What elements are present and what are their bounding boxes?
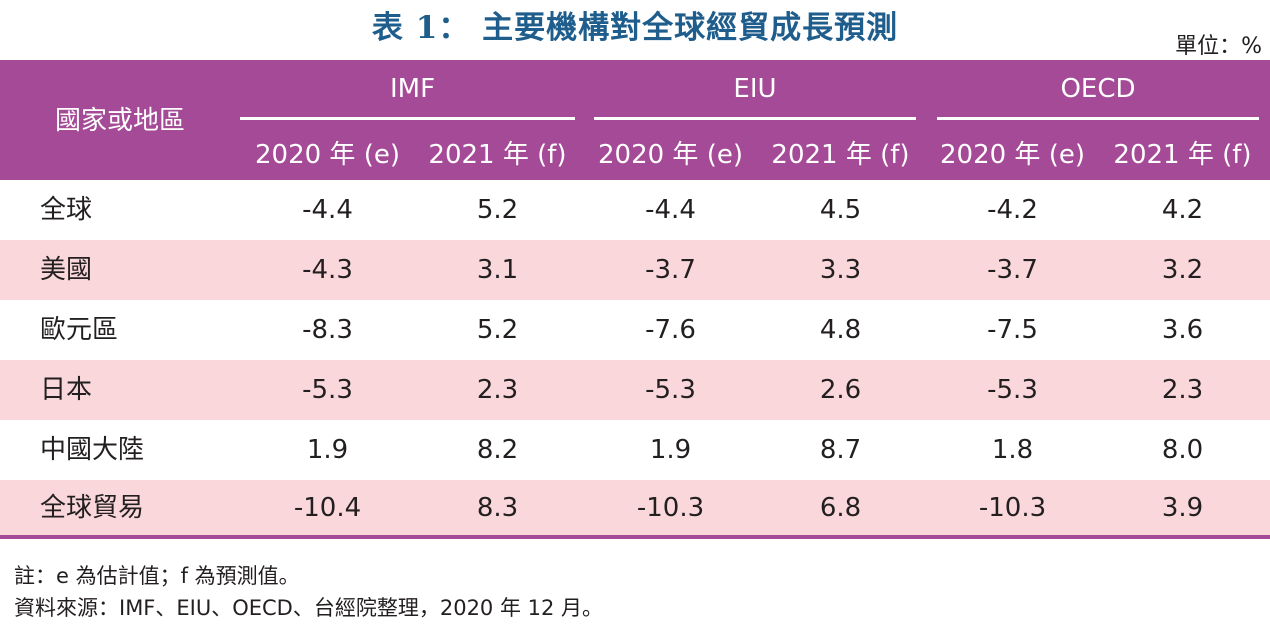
source-note: 資料來源：IMF、EIU、OECD、台經院整理，2020 年 12 月。 (14, 596, 604, 620)
year-header: 2020 年 (e) (598, 140, 743, 170)
value-cell: 2.3 (1161, 375, 1204, 405)
region-cell: 中國大陸 (40, 435, 145, 465)
source-header-oecd: OECD (1060, 74, 1136, 104)
unit-label: 單位：% (1175, 34, 1262, 59)
table-bottom-border (0, 535, 1270, 539)
value-cell: 8.0 (1161, 435, 1204, 465)
value-cell: -4.4 (302, 195, 353, 225)
region-cell: 全球 (40, 195, 93, 225)
table-row: 中國大陸 1.9 8.2 1.9 8.7 1.8 8.0 (0, 420, 1270, 480)
value-cell: -7.6 (645, 315, 696, 345)
region-cell: 日本 (40, 375, 93, 405)
year-header: 2021 年 (f) (428, 140, 567, 170)
eiu-divider (594, 117, 916, 120)
source-header-eiu: EIU (733, 74, 777, 104)
region-cell: 歐元區 (40, 315, 119, 345)
table-row: 美國 -4.3 3.1 -3.7 3.3 -3.7 3.2 (0, 240, 1270, 300)
region-cell: 美國 (40, 255, 93, 285)
value-cell: 8.3 (476, 493, 519, 523)
value-cell: 1.8 (991, 435, 1034, 465)
value-cell: -3.7 (987, 255, 1038, 285)
value-cell: -5.3 (302, 375, 353, 405)
value-cell: 2.3 (476, 375, 519, 405)
value-cell: 4.2 (1161, 195, 1204, 225)
table-row: 歐元區 -8.3 5.2 -7.6 4.8 -7.5 3.6 (0, 300, 1270, 360)
value-cell: -4.3 (302, 255, 353, 285)
imf-divider (240, 117, 575, 120)
year-header: 2020 年 (e) (255, 140, 400, 170)
value-cell: -5.3 (645, 375, 696, 405)
footnote: 註：e 為估計值；f 為預測值。 (14, 564, 300, 588)
value-cell: 1.9 (649, 435, 692, 465)
table-header: 國家或地區 IMF EIU OECD 2020 年 (e) 2021 年 (f)… (0, 60, 1270, 180)
source-header-imf: IMF (389, 74, 436, 104)
value-cell: 3.1 (476, 255, 519, 285)
value-cell: 4.5 (819, 195, 862, 225)
value-cell: -8.3 (302, 315, 353, 345)
value-cell: -3.7 (645, 255, 696, 285)
value-cell: 3.3 (819, 255, 862, 285)
value-cell: 5.2 (476, 195, 519, 225)
value-cell: 4.8 (819, 315, 862, 345)
oecd-divider (937, 117, 1259, 120)
value-cell: 8.7 (819, 435, 862, 465)
value-cell: 5.2 (476, 315, 519, 345)
value-cell: 3.9 (1161, 493, 1204, 523)
value-cell: -10.3 (978, 493, 1047, 523)
value-cell: 2.6 (819, 375, 862, 405)
table-row: 全球貿易 -10.4 8.3 -10.3 6.8 -10.3 3.9 (0, 480, 1270, 535)
value-cell: 1.9 (306, 435, 349, 465)
value-cell: 6.8 (819, 493, 862, 523)
table-title: 表 1： 主要機構對全球經貿成長預測 (371, 10, 899, 46)
value-cell: -4.2 (987, 195, 1038, 225)
value-cell: -10.4 (293, 493, 362, 523)
table-row: 日本 -5.3 2.3 -5.3 2.6 -5.3 2.3 (0, 360, 1270, 420)
table-row: 全球 -4.4 5.2 -4.4 4.5 -4.2 4.2 (0, 180, 1270, 240)
value-cell: 3.2 (1161, 255, 1204, 285)
value-cell: -4.4 (645, 195, 696, 225)
value-cell: 3.6 (1161, 315, 1204, 345)
region-cell: 全球貿易 (40, 493, 145, 523)
value-cell: -5.3 (987, 375, 1038, 405)
value-cell: 8.2 (476, 435, 519, 465)
value-cell: -7.5 (987, 315, 1038, 345)
region-column-header: 國家或地區 (54, 106, 185, 136)
year-header: 2020 年 (e) (940, 140, 1085, 170)
year-header: 2021 年 (f) (1113, 140, 1252, 170)
value-cell: -10.3 (636, 493, 705, 523)
year-header: 2021 年 (f) (771, 140, 910, 170)
